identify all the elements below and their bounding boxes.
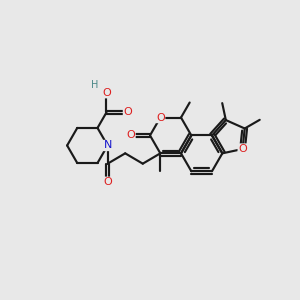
Text: O: O [126, 130, 135, 140]
Text: N: N [103, 140, 112, 151]
Text: O: O [123, 107, 132, 117]
Text: O: O [156, 112, 165, 122]
Text: O: O [103, 177, 112, 187]
Text: O: O [238, 144, 247, 154]
Text: H: H [92, 80, 99, 90]
Text: O: O [102, 88, 111, 98]
